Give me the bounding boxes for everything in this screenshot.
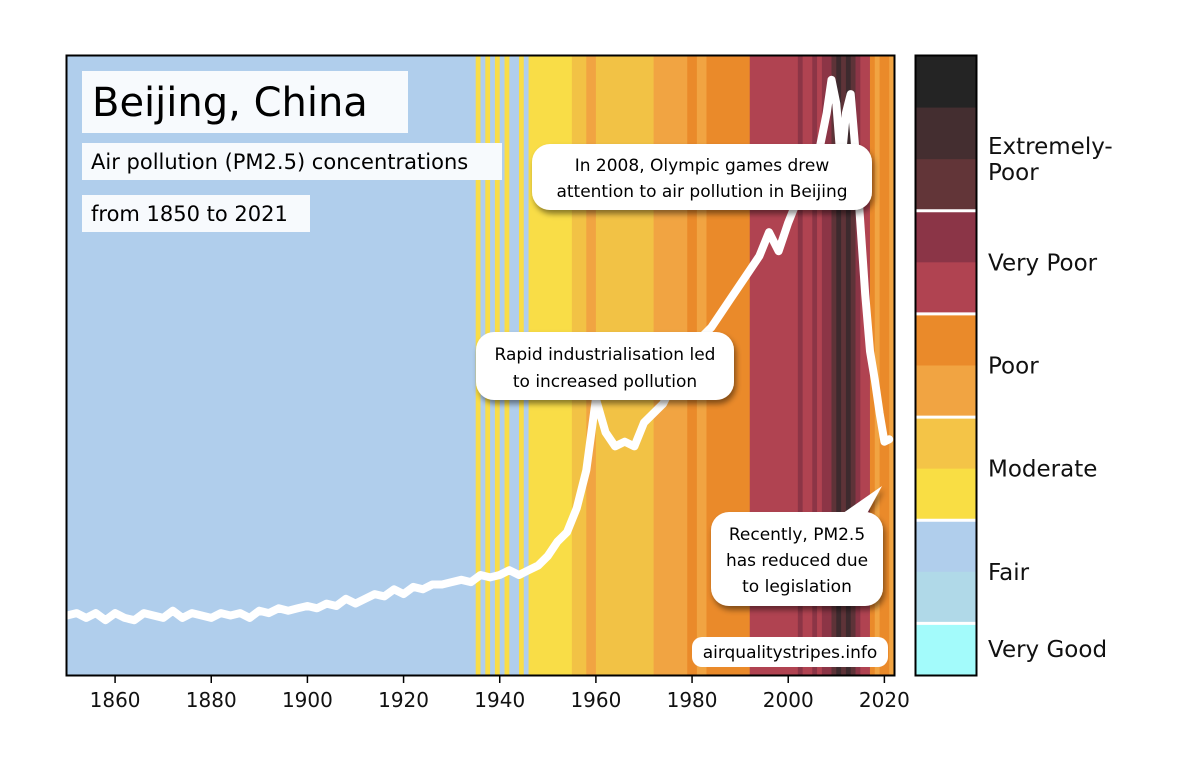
legend-swatch-8 [916,468,976,521]
subtitle-line-1: Air pollution (PM2.5) concentrations [91,150,468,174]
stripe-2021 [889,56,895,675]
stripe-2003 [802,56,813,675]
legend-swatch-0 [916,56,976,109]
stripe-2010 [836,56,842,675]
annotation-industrialisation-box [476,332,734,400]
stripe-2007 [821,56,832,675]
stripe-2005 [812,56,818,675]
legend-frame [914,54,978,677]
annotation-olympics [532,144,872,210]
legend-swatch-4 [916,262,976,315]
legend-swatch-11 [916,623,976,676]
source-badge [692,637,888,667]
x-axis-ticks: 1860 1880 1900 1920 1940 1960 1980 2000 2020 [90,676,910,712]
stripe-2014 [855,56,861,675]
legend-swatch-7 [916,417,976,470]
stripe-2002 [797,56,804,675]
chart-title: Beijing, China [92,80,368,126]
legend-swatch-2 [916,159,976,212]
x-tick-label-1920: 1920 [378,688,429,712]
source-badge-box [692,637,888,667]
stripe-2011 [841,56,847,675]
annotation-industrialisation-line-1: Rapid industrialisation led [495,345,716,365]
subtitle-box-2 [82,195,310,232]
x-tick-label-2000: 2000 [763,688,814,712]
annotation-legislation-box [711,512,883,606]
legend-swatch-5 [916,313,976,366]
legend-label-4-0: Fair [988,560,1030,586]
title-group: Beijing, China Air pollution (PM2.5) con… [82,71,502,232]
legend-swatch-3 [916,210,976,263]
x-tick-label-1980: 1980 [667,688,718,712]
stripe-2012 [845,56,852,675]
x-tick-label-1940: 1940 [474,688,525,712]
source-label: airqualitystripes.info [703,643,878,663]
x-tick-label-1860: 1860 [90,688,141,712]
legend-label-0-1: Poor [988,160,1039,186]
x-tick-label-1960: 1960 [570,688,621,712]
stripe-2018 [874,56,880,675]
legend-swatch-6 [916,365,976,418]
legend-label-2-0: Poor [988,354,1039,380]
stripe-2015 [860,56,871,675]
legend-label-1-0: Very Poor [988,250,1098,276]
stripe-2013 [850,56,856,675]
stripe-2009 [831,56,837,675]
legend-swatch-1 [916,107,976,160]
subtitle-line-2: from 1850 to 2021 [91,202,288,226]
annotation-industrialisation-line-2: to increased pollution [513,372,697,392]
stripe-2019 [879,56,890,675]
legend-label-5-0: Very Good [988,637,1107,663]
plot-frame [65,54,896,677]
x-tick-label-1880: 1880 [186,688,237,712]
stripe-2006 [817,56,823,675]
annotation-olympics-line-1: In 2008, Olympic games drew [575,156,830,176]
x-tick-label-1900: 1900 [282,688,333,712]
annotation-legislation-line-3: to legislation [742,577,852,597]
annotation-olympics-line-2: attention to air pollution in Beijing [556,182,847,202]
annotation-legislation [711,486,883,606]
annotation-industrialisation [476,332,734,400]
legend-swatch-10 [916,571,976,624]
legend [916,56,976,676]
annotation-legislation-line-1: Recently, PM2.5 [729,525,865,545]
x-tick-label-2020: 2020 [859,688,910,712]
annotation-olympics-box [532,144,872,210]
legend-label-3-0: Moderate [988,457,1097,483]
legend-swatch-9 [916,520,976,573]
legend-label-0-0: Extremely- [988,134,1113,160]
title-box [82,71,408,133]
subtitle-box-1 [82,143,502,180]
annotation-legislation-line-2: has reduced due [726,551,868,571]
